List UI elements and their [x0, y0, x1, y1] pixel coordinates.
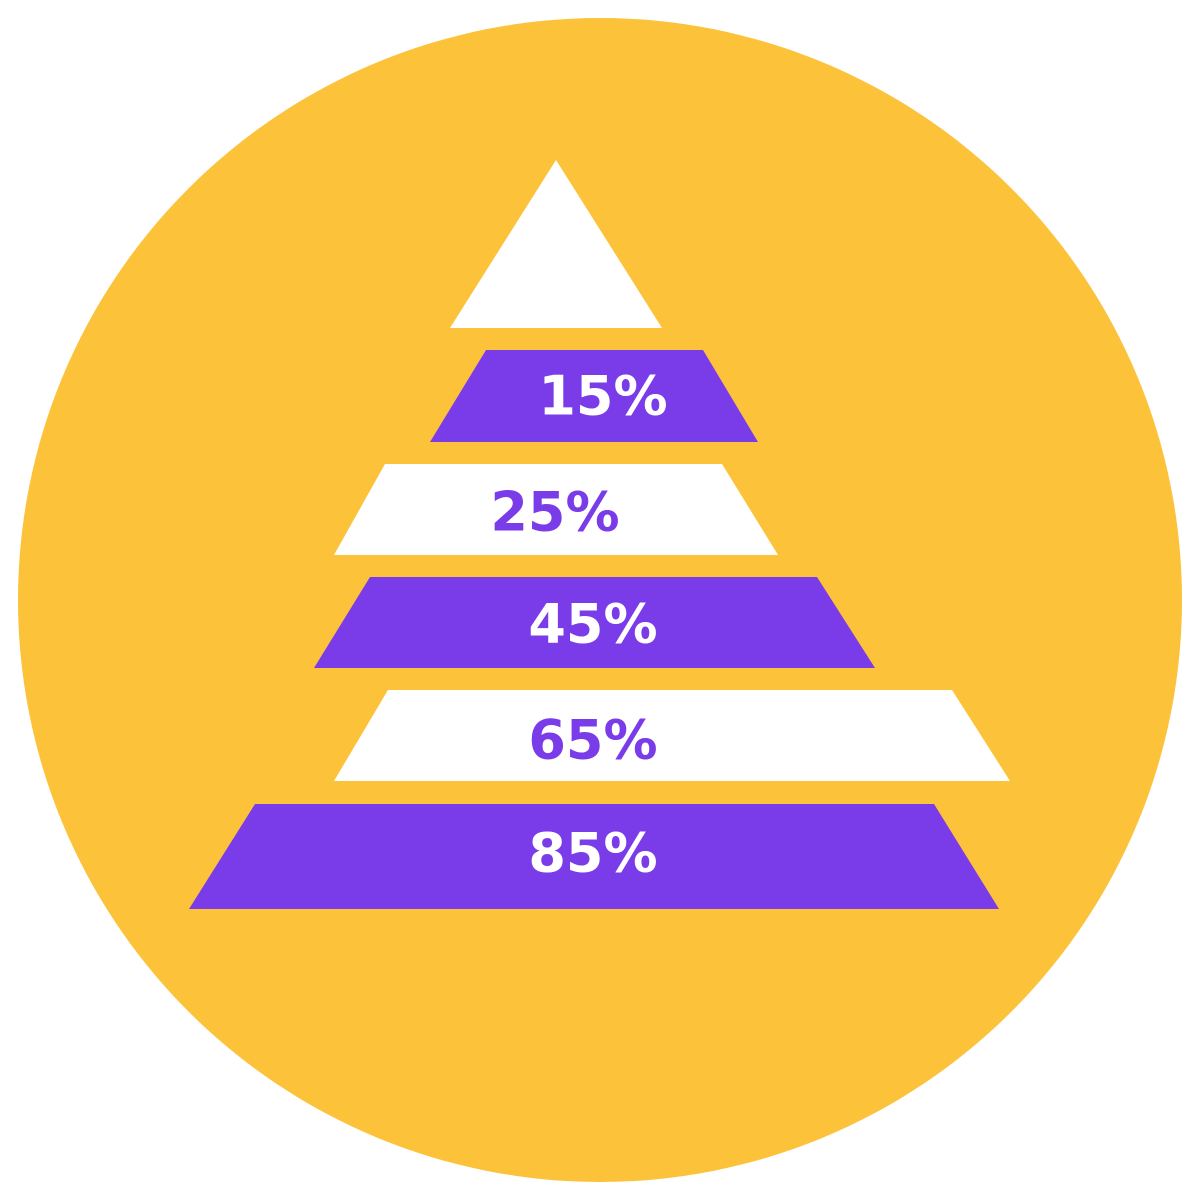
level-label: 45%: [528, 593, 657, 656]
pyramid-apex: [450, 160, 662, 328]
pyramid-level: [314, 577, 875, 668]
level-label: 25%: [490, 481, 619, 544]
pyramid-level: [334, 690, 1010, 781]
level-label: 65%: [528, 709, 657, 772]
pyramid-level: [334, 464, 778, 555]
pyramid-level: [189, 804, 999, 909]
level-label: 85%: [528, 822, 657, 885]
pyramid-level: [430, 350, 758, 442]
level-label: 15%: [538, 365, 667, 428]
